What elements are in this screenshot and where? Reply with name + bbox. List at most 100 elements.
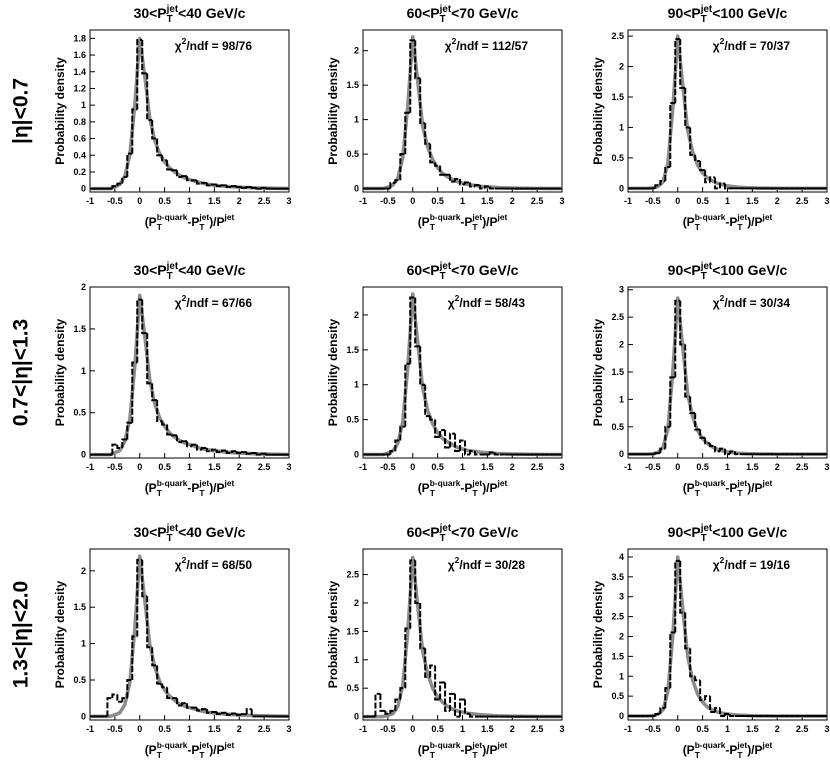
histogram-bin <box>131 361 138 423</box>
x-tick-label: 2 <box>775 196 780 206</box>
histogram-bin <box>724 183 730 190</box>
panel-title: 30<PTjet<40 GeV/c <box>134 523 246 544</box>
y-tick-label: 1 <box>81 100 86 110</box>
x-axis-label-text: -P <box>725 215 737 229</box>
histogram-bin <box>659 180 666 186</box>
histogram-bin <box>449 432 456 448</box>
y-tick-label: 0.4 <box>73 150 86 160</box>
histogram-bin <box>429 664 436 677</box>
x-axis-label-text: -P <box>187 215 199 229</box>
x-tick-label: 3 <box>824 724 829 734</box>
histogram-bin <box>419 602 426 650</box>
y-tick-label: 1.5 <box>611 651 624 661</box>
x-axis-label-sup: b-quark <box>430 740 461 750</box>
x-axis-label-text: )/P <box>482 481 497 495</box>
histogram-bin <box>111 443 118 455</box>
panel-title-sub: T <box>440 14 446 25</box>
y-tick-label: 0.5 <box>611 422 624 432</box>
histogram-bin <box>265 187 272 190</box>
chi2-annotation-text: χ <box>713 296 720 310</box>
chi2-annotation: χ2/ndf = 30/28 <box>448 555 526 572</box>
histogram-bin <box>689 127 696 156</box>
histogram-bin <box>215 184 222 188</box>
x-axis-label-sup: jet <box>198 212 209 222</box>
x-axis-label-sub: T <box>737 222 743 232</box>
histogram-bin <box>684 344 691 398</box>
x-axis-label-sup: jet <box>736 478 747 488</box>
y-tick-label: 3 <box>619 592 624 602</box>
y-axis-label: Probability density <box>591 318 605 426</box>
histogram-bin <box>235 185 242 188</box>
y-axis-label: Probability density <box>326 57 340 165</box>
histogram-bin <box>166 160 173 171</box>
x-axis-label-sub: T <box>430 488 436 498</box>
x-tick-label: 0.5 <box>158 196 171 206</box>
histogram-bin <box>694 676 701 682</box>
x-axis-label-sup: jet <box>497 740 508 750</box>
histogram-bin <box>404 362 411 427</box>
histogram-bin <box>141 40 148 75</box>
x-tick-label: 1 <box>460 724 465 734</box>
y-tick-label: 0.6 <box>73 134 86 144</box>
y-tick-label: 1.5 <box>346 80 359 90</box>
histogram-bin <box>459 439 465 452</box>
plot-frame <box>89 286 290 459</box>
x-axis-label-text: -P <box>725 481 737 495</box>
histogram-bin <box>654 452 661 455</box>
histogram-bin <box>151 647 158 667</box>
histogram-bin <box>473 451 480 456</box>
y-tick-label: 3 <box>619 285 624 295</box>
x-tick-label: 2 <box>237 196 242 206</box>
fit-curve <box>363 35 562 191</box>
histogram-bin <box>235 451 242 454</box>
panel-title-sub: T <box>167 14 173 25</box>
chi2-annotation-text: /ndf = 30/34 <box>724 296 790 310</box>
chi2-annotation-text: /ndf = 67/66 <box>186 296 252 310</box>
chi2-annotation: χ2/ndf = 19/16 <box>713 555 791 572</box>
histogram-bin <box>414 297 421 348</box>
y-tick-label: 1.5 <box>611 367 624 377</box>
x-tick-label: 3 <box>824 462 829 472</box>
histogram-bin <box>679 39 686 89</box>
chi2-annotation-text: /ndf = 112/57 <box>456 39 528 53</box>
x-tick-label: -0.5 <box>645 724 661 734</box>
x-axis-label-sup: jet <box>497 212 508 222</box>
y-tick-label: 2.5 <box>611 612 624 622</box>
panel-title-text: 90<P <box>668 5 701 21</box>
plot-frame <box>627 286 828 459</box>
histogram-bin <box>200 446 207 450</box>
histogram-bin <box>126 421 133 440</box>
histogram-bin <box>250 709 257 718</box>
histogram-bin <box>493 452 500 456</box>
histogram-bin <box>399 687 406 700</box>
x-tick-label: 1 <box>725 196 730 206</box>
histogram-bin <box>250 451 257 454</box>
x-tick-label: 0.5 <box>431 724 444 734</box>
y-tick-label: 1 <box>619 671 624 681</box>
histogram-bin <box>404 111 411 155</box>
histogram-bin <box>141 559 148 598</box>
histogram-bin <box>409 296 416 364</box>
panel-title-sup: jet <box>439 523 452 534</box>
x-tick-label: -1 <box>359 196 367 206</box>
x-axis-label-text: (P <box>418 743 430 757</box>
histogram-bin <box>473 184 480 187</box>
y-tick-label: 1.4 <box>73 67 86 77</box>
row-label: 1.3<|η|<2.0 <box>10 581 33 689</box>
x-tick-label: -1 <box>86 196 94 206</box>
histogram-bin <box>225 185 232 188</box>
histogram-bin <box>439 165 446 176</box>
histogram-bin <box>379 693 386 712</box>
x-axis-label-sup: b-quark <box>157 212 188 222</box>
y-tick-label: 2 <box>81 566 86 576</box>
y-tick-label: 0 <box>81 184 86 194</box>
histogram-bin <box>195 444 202 451</box>
chi2-annotation-sup: 2 <box>720 36 725 46</box>
histogram-bin <box>728 714 735 718</box>
x-tick-label: 1.5 <box>746 462 759 472</box>
chi2-annotation-text: χ <box>713 558 720 572</box>
histogram-bin <box>674 299 681 378</box>
x-axis-label-sup: jet <box>497 478 508 488</box>
y-tick-label: 0.5 <box>73 408 86 418</box>
histogram-bin <box>210 710 217 713</box>
